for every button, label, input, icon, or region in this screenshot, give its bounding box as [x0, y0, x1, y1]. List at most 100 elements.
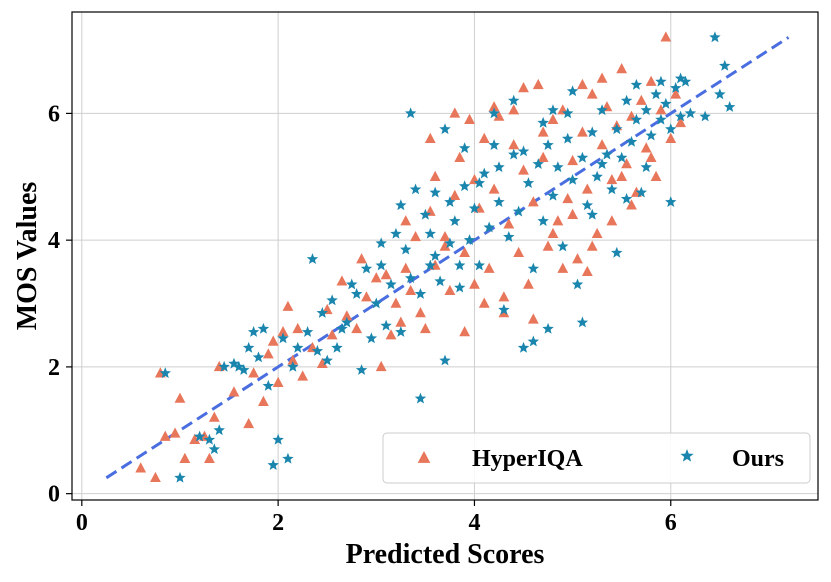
data-point-ours [542, 322, 554, 334]
data-point-hyperiqa [267, 335, 279, 346]
data-point-hyperiqa [208, 411, 220, 422]
data-point-ours [385, 278, 397, 290]
data-point-hyperiqa [405, 284, 417, 296]
data-point-hyperiqa [616, 170, 628, 181]
data-point-ours [429, 250, 441, 261]
data-point-hyperiqa [439, 240, 451, 251]
data-point-hyperiqa [581, 183, 593, 194]
data-point-ours [429, 186, 441, 198]
data-point-ours [454, 281, 466, 293]
data-point-ours [458, 142, 471, 154]
data-point-ours [650, 88, 662, 100]
data-point-hyperiqa [665, 132, 677, 143]
data-point-hyperiqa [204, 452, 215, 464]
data-point-ours [390, 227, 402, 239]
data-point-ours [316, 307, 329, 318]
data-point-ours [326, 294, 338, 306]
data-point-ours [640, 104, 652, 116]
data-point-hyperiqa [454, 151, 466, 162]
data-point-ours [537, 215, 549, 226]
data-point-ours [527, 262, 540, 274]
data-point-hyperiqa [518, 82, 529, 93]
data-point-ours [665, 196, 677, 207]
data-point-hyperiqa [650, 170, 662, 181]
data-point-ours [277, 332, 289, 344]
data-point-ours [375, 237, 387, 249]
data-point-hyperiqa [488, 183, 500, 194]
fit-line [105, 36, 790, 480]
data-point-hyperiqa [459, 326, 471, 337]
data-point-hyperiqa [395, 316, 407, 327]
data-point-hyperiqa [577, 126, 588, 137]
data-point-ours [635, 186, 648, 198]
data-point-ours [375, 259, 387, 271]
data-point-ours [262, 379, 275, 391]
data-point-ours [512, 205, 525, 217]
data-point-hyperiqa [640, 142, 652, 153]
legend-box [382, 432, 811, 484]
data-point-hyperiqa [675, 116, 686, 128]
data-point-ours [517, 341, 530, 353]
data-point-hyperiqa [262, 348, 274, 359]
data-point-hyperiqa [626, 199, 637, 210]
data-point-ours [542, 139, 554, 150]
data-point-ours [419, 208, 432, 220]
data-point-ours [566, 85, 579, 97]
data-point-ours [606, 183, 618, 195]
plot-frame [71, 11, 819, 501]
data-point-hyperiqa [228, 386, 240, 397]
data-point-ours [395, 326, 407, 337]
data-point-hyperiqa [537, 126, 549, 137]
data-point-hyperiqa [444, 284, 456, 296]
data-point-hyperiqa [547, 113, 559, 124]
data-point-hyperiqa [567, 154, 579, 166]
data-point-hyperiqa [336, 275, 348, 286]
data-point-ours [174, 471, 186, 483]
data-point-ours [611, 246, 623, 258]
data-point-ours [561, 132, 574, 144]
data-point-ours [414, 392, 427, 404]
data-point-ours [493, 196, 505, 207]
data-point-hyperiqa [635, 94, 647, 105]
data-point-ours [508, 148, 520, 160]
data-point-hyperiqa [449, 107, 461, 118]
data-point-hyperiqa [518, 164, 529, 175]
data-point-ours [458, 180, 471, 192]
data-point-hyperiqa [326, 329, 338, 340]
data-point-ours [630, 78, 643, 90]
data-point-ours [566, 173, 579, 185]
data-point-hyperiqa [277, 326, 289, 337]
data-point-hyperiqa [380, 269, 392, 280]
data-point-hyperiqa [503, 218, 515, 229]
data-point-ours [581, 199, 594, 211]
data-point-ours [709, 31, 721, 43]
data-point-hyperiqa [159, 430, 171, 441]
legend-label-hyperiqa: HyperIQA [472, 446, 583, 472]
data-point-hyperiqa [621, 158, 632, 169]
data-point-ours [517, 145, 530, 157]
data-point-ours [611, 123, 623, 135]
data-point-hyperiqa [660, 31, 672, 42]
data-point-hyperiqa [606, 173, 618, 185]
data-point-ours [380, 319, 392, 331]
data-point-ours [660, 97, 672, 109]
data-point-hyperiqa [169, 427, 181, 438]
data-point-ours [400, 243, 412, 255]
data-point-hyperiqa [361, 291, 372, 302]
data-point-hyperiqa [390, 297, 402, 308]
data-point-hyperiqa [439, 230, 451, 242]
data-point-ours [586, 208, 598, 220]
legend-marker-triangle [417, 451, 431, 463]
x-tick-label: 0 [76, 510, 88, 536]
data-point-ours [596, 158, 608, 169]
data-point-ours [522, 177, 535, 188]
data-point-ours [498, 303, 510, 315]
data-point-hyperiqa [469, 278, 480, 289]
data-point-ours [331, 341, 343, 353]
data-point-ours [473, 177, 486, 188]
data-point-hyperiqa [292, 322, 304, 334]
data-point-ours [552, 161, 564, 173]
data-point-hyperiqa [542, 240, 554, 251]
data-point-ours [242, 341, 255, 353]
